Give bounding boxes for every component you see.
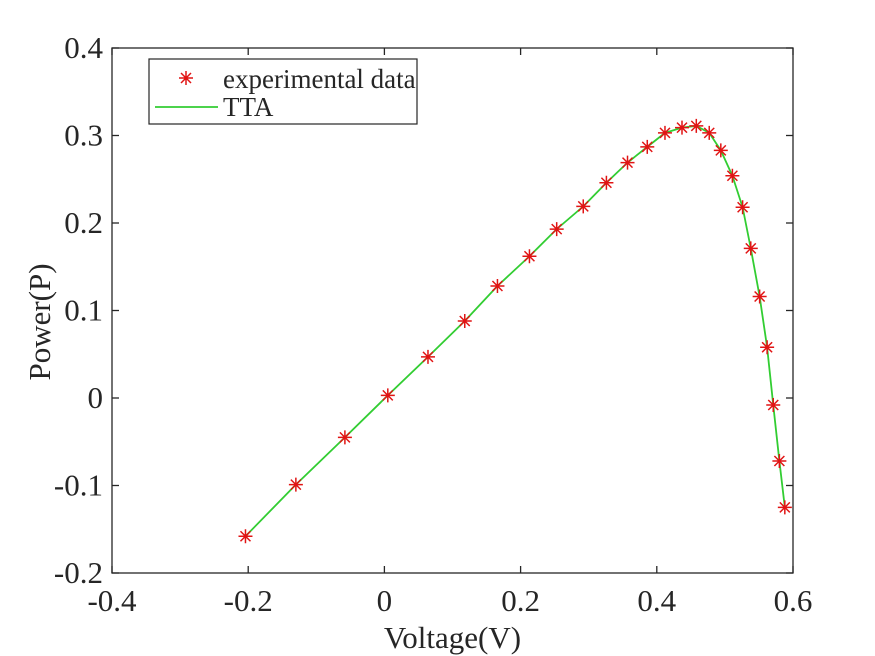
data-point-marker [522, 249, 537, 264]
x-tick-labels: -0.4 -0.2 0 0.2 0.4 0.6 [87, 583, 812, 618]
x-tick-label: 0.2 [501, 583, 540, 618]
y-tick-label: 0.3 [64, 118, 103, 153]
x-tick-label: -0.4 [87, 583, 137, 618]
x-tick-label: -0.2 [224, 583, 273, 618]
data-point-marker [457, 314, 472, 328]
data-point-marker [689, 118, 704, 133]
data-point-marker [725, 168, 740, 183]
data-point-marker [766, 398, 781, 412]
data-point-marker [380, 388, 395, 403]
x-tick-label: 0.4 [637, 583, 676, 618]
data-point-marker [760, 340, 775, 355]
y-tick-label: -0.1 [54, 468, 103, 503]
x-tick-label: 0.6 [774, 583, 813, 618]
y-tick-label: 0.4 [64, 30, 103, 65]
data-point-marker [549, 222, 564, 237]
data-point-marker [752, 289, 767, 304]
data-point-marker [772, 454, 787, 468]
legend-box [148, 58, 418, 125]
tta-line-series [244, 124, 786, 537]
data-point-marker [599, 175, 614, 190]
data-point-marker [735, 200, 750, 215]
legend: experimental data TTA [148, 58, 418, 125]
data-point-marker [674, 120, 689, 135]
data-point-marker [743, 241, 758, 256]
data-point-marker [777, 500, 792, 515]
y-tick-label: 0.1 [64, 293, 103, 328]
legend-samples [155, 71, 218, 108]
data-point-marker [640, 139, 655, 154]
axis-ticks [111, 47, 794, 574]
data-point-marker [238, 529, 253, 544]
y-tick-label: 0.2 [64, 205, 103, 240]
experimental-data-markers [238, 118, 792, 544]
legend-label-tta: TTA [223, 92, 274, 122]
y-tick-labels: -0.2 -0.1 0 0.1 0.2 0.3 0.4 [54, 30, 104, 590]
data-point-marker [337, 430, 352, 445]
data-point-marker [288, 477, 303, 492]
data-point-marker [490, 279, 505, 293]
y-tick-label: -0.2 [54, 555, 103, 590]
tta-line [244, 124, 786, 537]
x-axis-label: Voltage(V) [384, 620, 521, 655]
y-tick-label: 0 [88, 380, 104, 415]
data-point-marker [420, 349, 435, 364]
y-axis-label: Power(P) [22, 263, 57, 380]
data-point-marker [620, 155, 635, 170]
legend-marker-sample [179, 71, 193, 85]
legend-label-experimental-data: experimental data [223, 64, 416, 94]
data-point-marker [702, 125, 717, 140]
data-point-marker [576, 199, 591, 214]
data-point-marker [713, 143, 728, 158]
data-point-marker [657, 125, 672, 140]
x-tick-label: 0 [377, 583, 393, 618]
